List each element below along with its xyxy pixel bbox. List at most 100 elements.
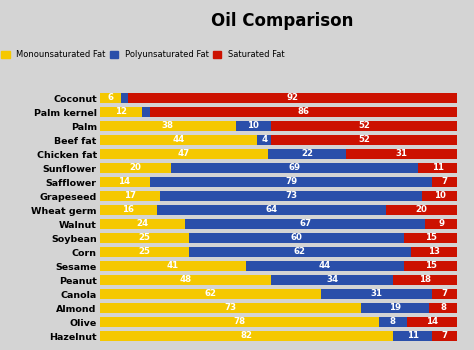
Text: 14: 14 <box>118 177 131 187</box>
Text: 17: 17 <box>124 191 136 201</box>
Text: 78: 78 <box>233 317 245 327</box>
Bar <box>432 177 457 187</box>
Text: 9: 9 <box>438 219 444 229</box>
Bar <box>418 163 457 173</box>
Bar <box>404 261 457 271</box>
Text: 79: 79 <box>285 177 297 187</box>
Text: 13: 13 <box>428 247 440 257</box>
Text: 8: 8 <box>440 303 446 313</box>
Bar <box>100 289 321 299</box>
Bar <box>271 121 457 131</box>
Bar <box>429 303 457 313</box>
Text: 34: 34 <box>326 275 338 285</box>
Text: 60: 60 <box>291 233 302 243</box>
Bar <box>346 149 457 159</box>
Text: 69: 69 <box>289 163 301 173</box>
Text: 20: 20 <box>416 205 428 215</box>
Bar <box>393 275 457 285</box>
Bar <box>171 163 418 173</box>
Text: 6: 6 <box>107 93 113 103</box>
Text: 25: 25 <box>138 247 150 257</box>
Bar <box>404 233 457 243</box>
Bar <box>157 205 386 215</box>
Text: 62: 62 <box>294 247 306 257</box>
Bar <box>321 289 432 299</box>
Text: 67: 67 <box>299 219 311 229</box>
Text: 25: 25 <box>138 233 150 243</box>
Text: 4: 4 <box>261 135 267 145</box>
Text: 11: 11 <box>407 331 419 341</box>
Bar <box>100 303 361 313</box>
Text: 18: 18 <box>419 275 431 285</box>
Text: 44: 44 <box>319 261 331 271</box>
Text: 31: 31 <box>396 149 408 159</box>
Text: 20: 20 <box>129 163 141 173</box>
Bar <box>100 317 379 327</box>
Text: 41: 41 <box>167 261 179 271</box>
Text: 15: 15 <box>425 261 437 271</box>
Bar <box>432 331 457 341</box>
Bar <box>121 93 128 103</box>
Bar <box>257 135 271 145</box>
Text: 19: 19 <box>389 303 401 313</box>
Bar <box>271 135 457 145</box>
Bar <box>100 107 143 117</box>
Bar <box>100 191 160 201</box>
Text: 73: 73 <box>224 303 236 313</box>
Bar <box>246 261 404 271</box>
Text: 62: 62 <box>204 289 217 299</box>
Text: 14: 14 <box>426 317 438 327</box>
Text: 24: 24 <box>137 219 148 229</box>
Bar <box>100 135 257 145</box>
Bar <box>407 317 457 327</box>
Text: 15: 15 <box>425 233 437 243</box>
Bar <box>100 219 185 229</box>
Bar <box>100 163 171 173</box>
Bar <box>100 149 268 159</box>
Bar <box>421 191 457 201</box>
Bar <box>100 261 246 271</box>
Text: 47: 47 <box>177 149 190 159</box>
Text: 7: 7 <box>442 177 448 187</box>
Bar <box>189 233 404 243</box>
Bar <box>100 93 121 103</box>
Bar <box>236 121 271 131</box>
Bar <box>100 331 393 341</box>
Text: 22: 22 <box>301 149 313 159</box>
Text: 64: 64 <box>265 205 277 215</box>
Bar <box>425 219 457 229</box>
Text: 86: 86 <box>298 107 310 117</box>
Bar <box>100 247 189 257</box>
Text: 16: 16 <box>122 205 134 215</box>
Text: 10: 10 <box>434 191 446 201</box>
Bar <box>150 107 457 117</box>
Text: 31: 31 <box>371 289 383 299</box>
Bar <box>271 275 393 285</box>
Text: 48: 48 <box>179 275 191 285</box>
Text: 10: 10 <box>247 121 259 131</box>
Text: 92: 92 <box>287 93 299 103</box>
Bar <box>386 205 457 215</box>
Text: 52: 52 <box>358 135 370 145</box>
Bar <box>411 247 457 257</box>
Bar <box>361 303 429 313</box>
Text: 82: 82 <box>240 331 252 341</box>
Bar <box>189 247 411 257</box>
Text: 73: 73 <box>285 191 297 201</box>
Text: Oil Comparison: Oil Comparison <box>211 12 353 30</box>
Bar <box>150 177 432 187</box>
Bar <box>432 289 457 299</box>
Text: 8: 8 <box>390 317 396 327</box>
Bar <box>128 93 457 103</box>
Bar <box>100 205 157 215</box>
Bar <box>379 317 407 327</box>
Bar <box>100 121 236 131</box>
Bar <box>160 191 421 201</box>
Bar <box>143 107 150 117</box>
Bar <box>100 275 271 285</box>
Text: 52: 52 <box>358 121 370 131</box>
Text: 44: 44 <box>172 135 184 145</box>
Text: 38: 38 <box>162 121 173 131</box>
Text: 11: 11 <box>432 163 444 173</box>
Legend: Monounsaturated Fat, Polyunsaturated Fat, Saturated Fat: Monounsaturated Fat, Polyunsaturated Fat… <box>0 49 286 61</box>
